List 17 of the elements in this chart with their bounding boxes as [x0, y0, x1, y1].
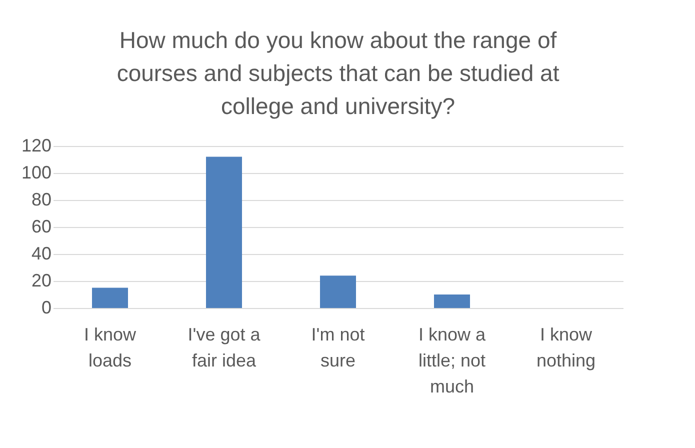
bar: [206, 156, 242, 308]
x-tick-label: I've got a fair idea: [188, 324, 262, 370]
bar: [434, 294, 470, 308]
y-tick-label: 0: [41, 298, 52, 318]
x-tick-label: I'm not sure: [311, 324, 365, 370]
bar: [92, 288, 128, 308]
x-tick-label: I know loads: [84, 324, 138, 370]
y-tick-label: 120: [21, 136, 52, 156]
x-tick-label: I know a little; not much: [418, 324, 486, 396]
y-tick-label: 40: [31, 244, 52, 264]
y-tick-label: 80: [31, 190, 52, 210]
y-tick-label: 100: [21, 162, 52, 182]
y-tick-label: 20: [31, 270, 52, 290]
x-tick-label: I know nothing: [536, 324, 596, 370]
bar: [320, 276, 356, 308]
chart-title: How much do you know about the range of courses and subjects that can be studied at college and university?: [116, 27, 560, 119]
y-tick-label: 60: [31, 216, 52, 236]
